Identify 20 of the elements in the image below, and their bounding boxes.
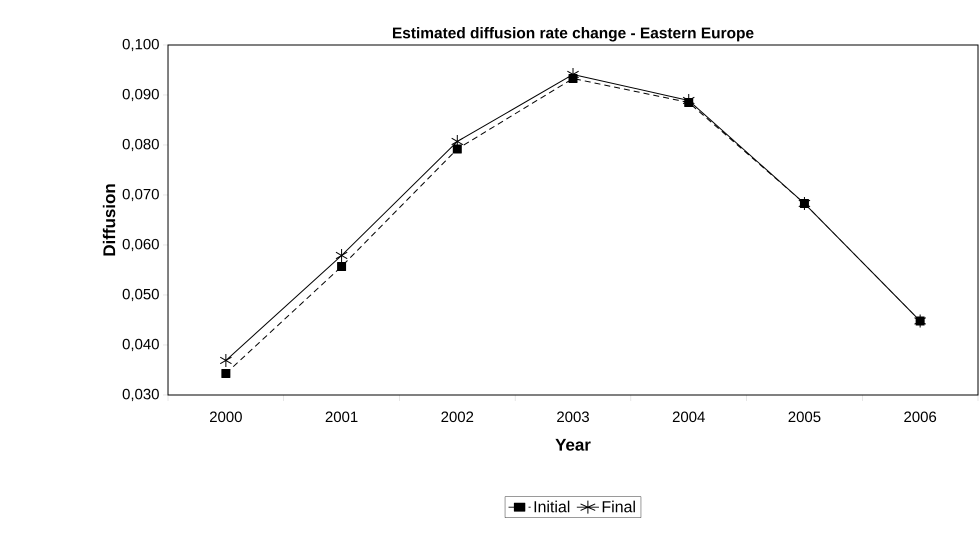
x-tick-label: 2003 — [557, 412, 589, 422]
y-axis-title: Diffusion — [102, 184, 116, 256]
chart-title: Estimated diffusion rate change - Eastern Europe — [392, 27, 754, 42]
x-tick-label: 2005 — [788, 412, 820, 422]
legend-label: Final — [602, 500, 635, 512]
y-tick-label: 0,080 — [122, 138, 159, 152]
x-tick-label: 2002 — [441, 412, 474, 422]
x-tick-label: 2004 — [672, 412, 705, 422]
y-tick-label: 0,050 — [122, 288, 159, 302]
legend-label: Initial — [534, 500, 570, 512]
x-tick-label: 2001 — [326, 412, 358, 422]
y-tick-label: 0,100 — [122, 38, 159, 52]
y-tick-label: 0,090 — [122, 88, 159, 102]
y-tick-label: 0,070 — [122, 188, 159, 202]
y-tick-label: 0,030 — [122, 388, 159, 402]
x-tick-label: 2006 — [904, 412, 936, 422]
x-tick-label: 2000 — [210, 412, 242, 422]
y-tick-label: 0,040 — [122, 338, 159, 352]
x-axis-title: Year — [555, 438, 591, 451]
y-tick-label: 0,060 — [122, 238, 159, 252]
